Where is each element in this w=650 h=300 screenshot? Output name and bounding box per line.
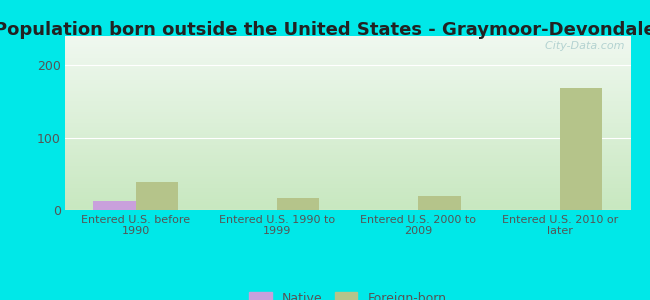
Text: City-Data.com: City-Data.com xyxy=(538,41,625,51)
Bar xyxy=(136,182,178,210)
Bar xyxy=(94,201,136,210)
Text: Population born outside the United States - Graymoor-Devondale: Population born outside the United State… xyxy=(0,21,650,39)
Bar xyxy=(560,88,602,210)
Bar xyxy=(419,196,461,210)
Bar xyxy=(277,198,319,210)
Legend: Native, Foreign-born: Native, Foreign-born xyxy=(249,292,447,300)
